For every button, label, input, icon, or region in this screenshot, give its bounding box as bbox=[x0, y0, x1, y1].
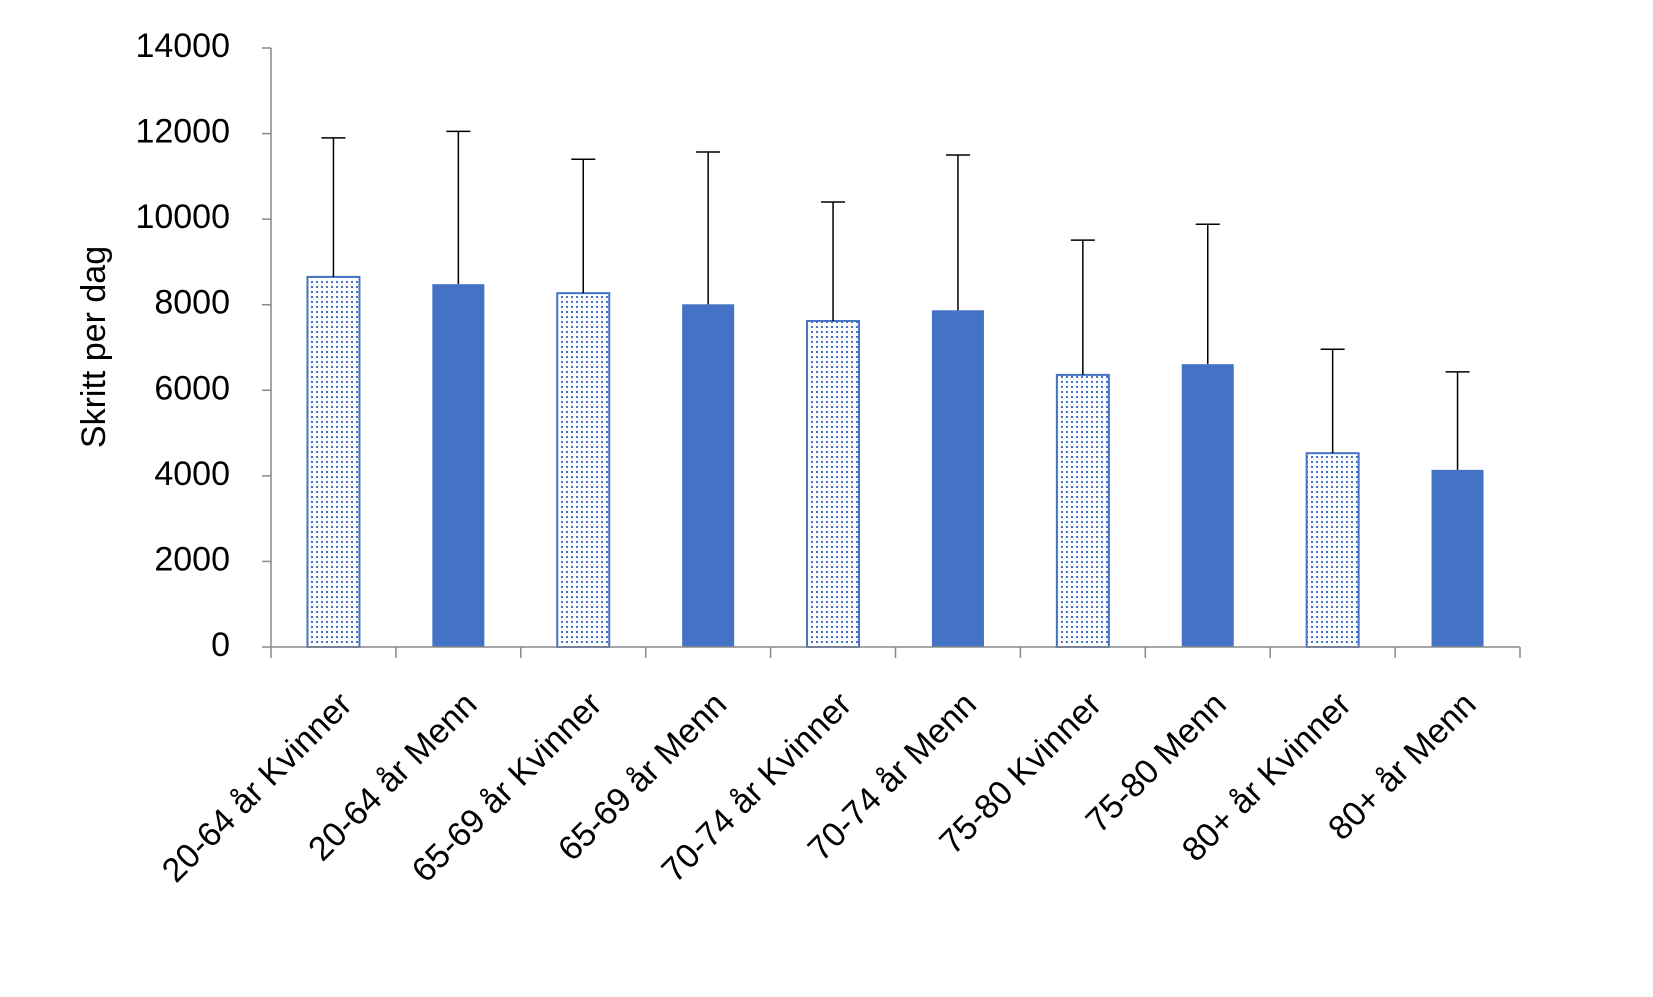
bar bbox=[1431, 469, 1484, 647]
bar bbox=[1055, 373, 1110, 648]
bar bbox=[682, 304, 735, 647]
bar bbox=[306, 275, 361, 648]
bar bbox=[931, 310, 984, 647]
bar bbox=[432, 284, 485, 647]
y-tick-label: 10000 bbox=[135, 198, 230, 236]
bar bbox=[556, 292, 611, 648]
y-tick-label: 4000 bbox=[154, 455, 230, 493]
y-tick-label: 0 bbox=[211, 626, 230, 664]
y-tick-label: 6000 bbox=[154, 369, 230, 407]
y-axis-title: Skritt per dag bbox=[75, 246, 113, 448]
bar bbox=[806, 319, 861, 648]
bar bbox=[1181, 364, 1234, 647]
y-tick-label: 14000 bbox=[135, 27, 230, 65]
y-tick-label: 12000 bbox=[135, 113, 230, 151]
y-tick-label: 2000 bbox=[154, 540, 230, 578]
bar bbox=[1305, 452, 1360, 649]
y-tick-label: 8000 bbox=[154, 284, 230, 322]
